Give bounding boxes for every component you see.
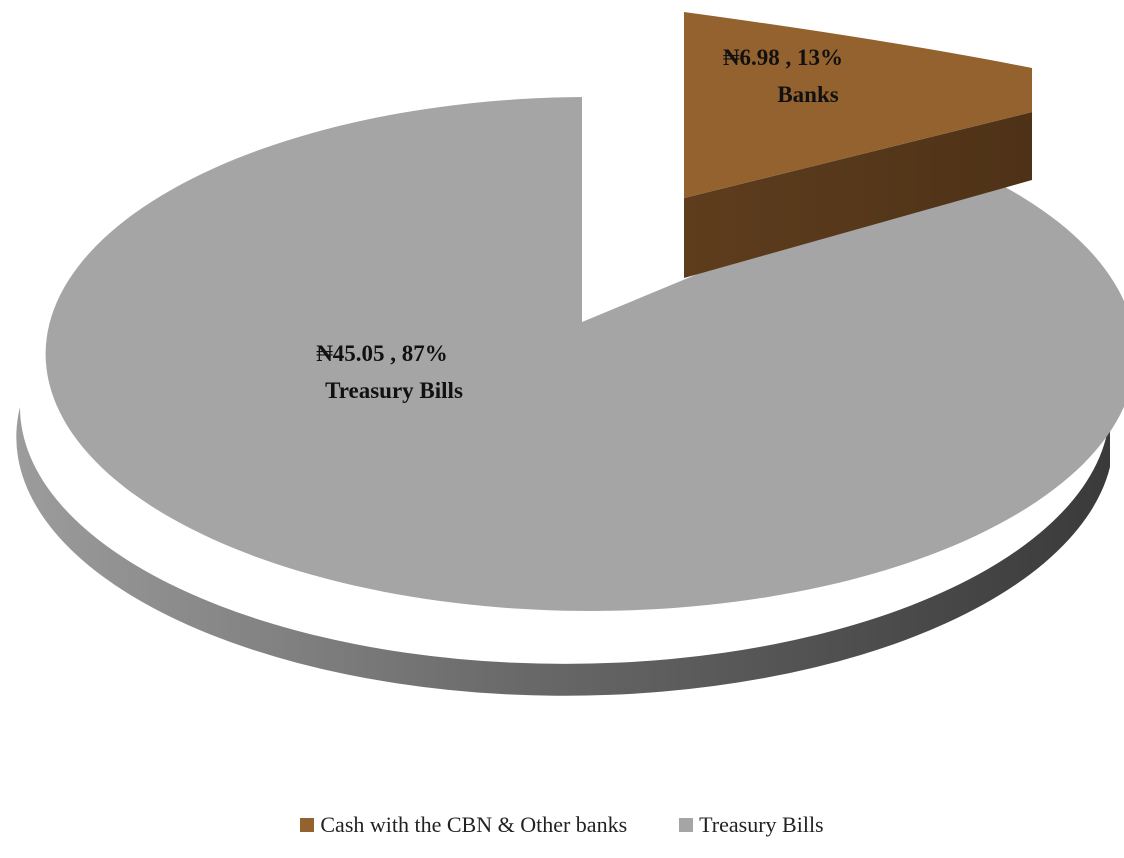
pie-slice-side-cash-banks <box>684 112 1032 278</box>
legend-swatch-treasury-bills <box>679 818 694 832</box>
data-label-treasury-bills-value: ₦45.05 , 87% <box>316 341 448 366</box>
legend-label-treasury-bills: Treasury Bills <box>699 812 824 837</box>
data-label-cash-banks-value: ₦6.98 , 13% <box>723 45 843 70</box>
pie-slice-cash-banks <box>684 12 1032 198</box>
legend-item-cash-banks: Cash with the CBN & Other banks <box>300 812 627 838</box>
legend-item-treasury-bills: Treasury Bills <box>679 812 824 838</box>
chart-legend: Cash with the CBN & Other banks Treasury… <box>0 812 1124 838</box>
legend-label-cash-banks: Cash with the CBN & Other banks <box>320 812 628 837</box>
legend-swatch-cash-banks <box>300 818 315 832</box>
data-label-treasury-bills-name: Treasury Bills <box>325 378 463 403</box>
data-label-cash-banks-name: Banks <box>777 82 838 107</box>
